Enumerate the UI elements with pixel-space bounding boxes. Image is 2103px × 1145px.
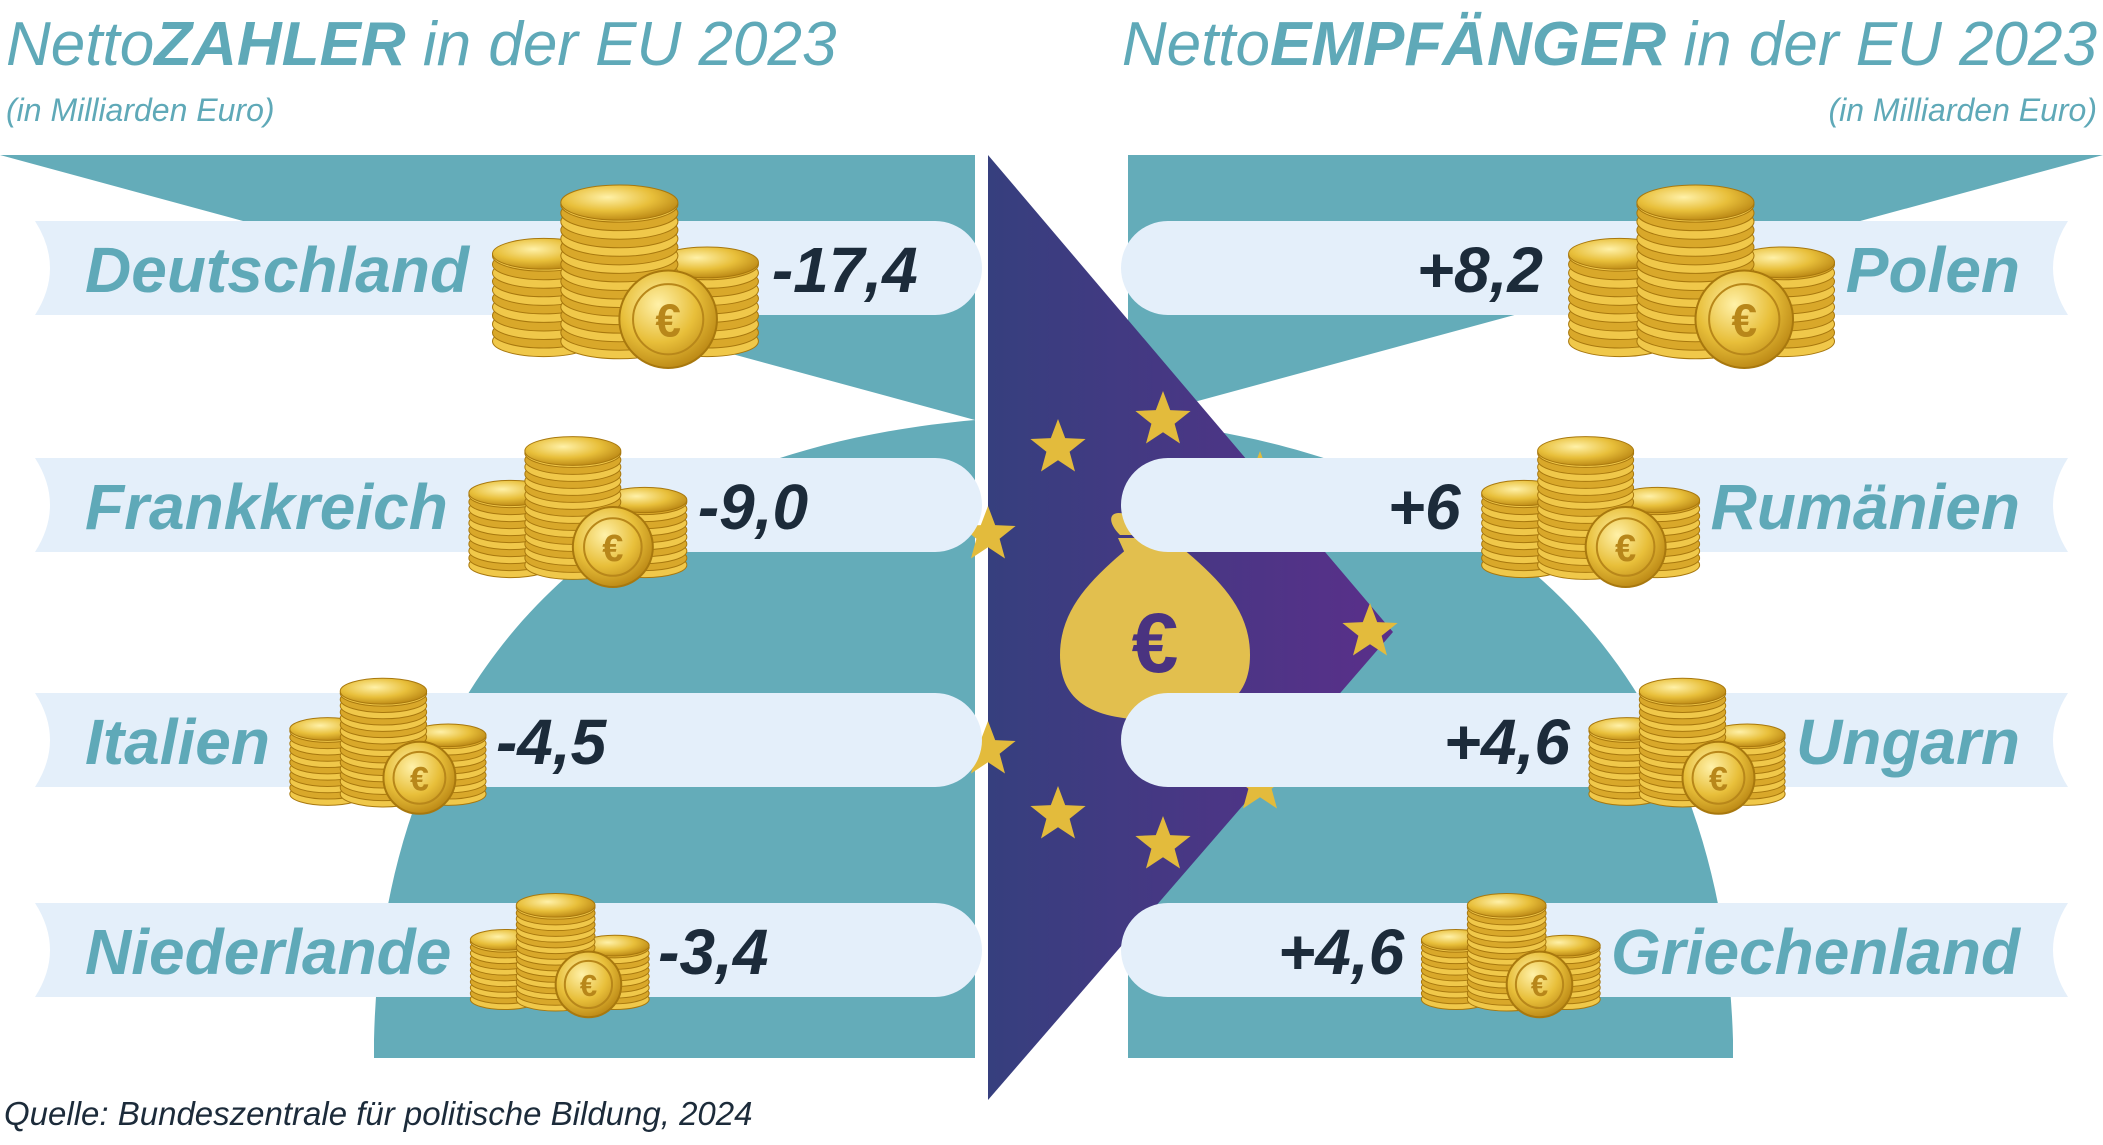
recipient-row: Polen € +8,2 <box>1121 184 2068 370</box>
right-title-prefix: Netto <box>1121 10 1271 79</box>
value-label: +8,2 <box>1417 234 1543 306</box>
country-label: Niederlande <box>85 916 451 988</box>
right-title-bold: EMPFÄNGER <box>1270 10 1667 79</box>
right-title: NettoEMPFÄNGER in der EU 2023 <box>1122 0 2097 90</box>
country-label: Rumänien <box>1711 471 2020 543</box>
recipient-row: Ungarn € +4,6 <box>1121 677 2068 815</box>
euro-coin-stack-icon: € <box>468 436 688 588</box>
right-title-suffix: in der EU 2023 <box>1666 10 2097 79</box>
value-label: +4,6 <box>1444 706 1571 778</box>
svg-text:€: € <box>1731 294 1757 346</box>
country-label: Ungarn <box>1796 706 2020 778</box>
euro-coin-stack-icon: € <box>469 893 650 1019</box>
left-subtitle: (in Milliarden Euro) <box>6 92 275 128</box>
recipient-row: Rumänien € +6 <box>1121 436 2068 588</box>
euro-coin-stack-icon: € <box>1420 893 1601 1019</box>
right-subtitle: (in Milliarden Euro) <box>1828 92 2097 128</box>
star-icon <box>960 721 1016 774</box>
svg-text:€: € <box>602 528 623 570</box>
right-panel-background <box>1128 155 2103 1058</box>
recipient-row: Griechenland € +4,6 <box>1121 893 2068 1019</box>
euro-coin-stack-icon: € <box>289 677 487 815</box>
net-payers-rows: Deutschland € -17,4 Frankkreich € -9,0 Italien… <box>35 184 982 1019</box>
euro-coin-stack-icon: € <box>1481 436 1701 588</box>
country-label: Griechenland <box>1611 916 2022 988</box>
payer-row: Niederlande € -3,4 <box>35 893 982 1019</box>
euro-coin-stack-icon: € <box>1588 677 1786 815</box>
left-title-bold: ZAHLER <box>154 10 406 79</box>
star-icon <box>1342 603 1398 656</box>
star-icon <box>1030 419 1086 472</box>
euro-coin-stack-icon: € <box>1568 184 1836 370</box>
svg-text:€: € <box>1709 760 1728 798</box>
money-bag-icon: € <box>1060 503 1250 720</box>
star-icon <box>1135 391 1191 444</box>
payer-row: Deutschland € -17,4 <box>35 184 982 370</box>
row-pill <box>35 693 982 787</box>
source-note: Quelle: Bundeszentrale für politische Bi… <box>4 1095 753 1132</box>
value-label: -9,0 <box>698 471 808 543</box>
value-label: -3,4 <box>658 916 768 988</box>
star-icon <box>960 506 1016 559</box>
star-icon <box>1030 786 1086 839</box>
payer-row: Italien € -4,5 <box>35 677 982 815</box>
country-label: Deutschland <box>85 234 471 306</box>
country-label: Polen <box>1846 234 2020 306</box>
payer-row: Frankkreich € -9,0 <box>35 436 982 588</box>
value-label: +6 <box>1388 471 1461 543</box>
eu-flag-triangle: € <box>960 155 1398 1100</box>
svg-text:€: € <box>580 968 597 1003</box>
svg-text:€: € <box>1531 968 1548 1003</box>
euro-coin-stack-icon: € <box>491 184 759 370</box>
country-label: Italien <box>85 706 270 778</box>
left-title: NettoZAHLER in der EU 2023 <box>6 0 836 90</box>
value-label: -4,5 <box>496 706 608 778</box>
left-title-prefix: Netto <box>6 10 155 79</box>
star-icon <box>1135 816 1191 869</box>
svg-text:€: € <box>410 760 429 798</box>
value-label: +4,6 <box>1278 916 1405 988</box>
svg-text:€: € <box>655 294 681 346</box>
country-label: Frankkreich <box>85 471 448 543</box>
svg-text:€: € <box>1615 528 1636 570</box>
euro-sign-icon: € <box>1132 596 1179 690</box>
value-label: -17,4 <box>772 234 918 306</box>
net-recipients-rows: Polen€+8,2Rumänien€+6Ungarn€+4,6Griechen… <box>1121 184 2068 1019</box>
left-title-suffix: in der EU 2023 <box>405 10 837 79</box>
left-panel-background <box>0 155 975 1058</box>
